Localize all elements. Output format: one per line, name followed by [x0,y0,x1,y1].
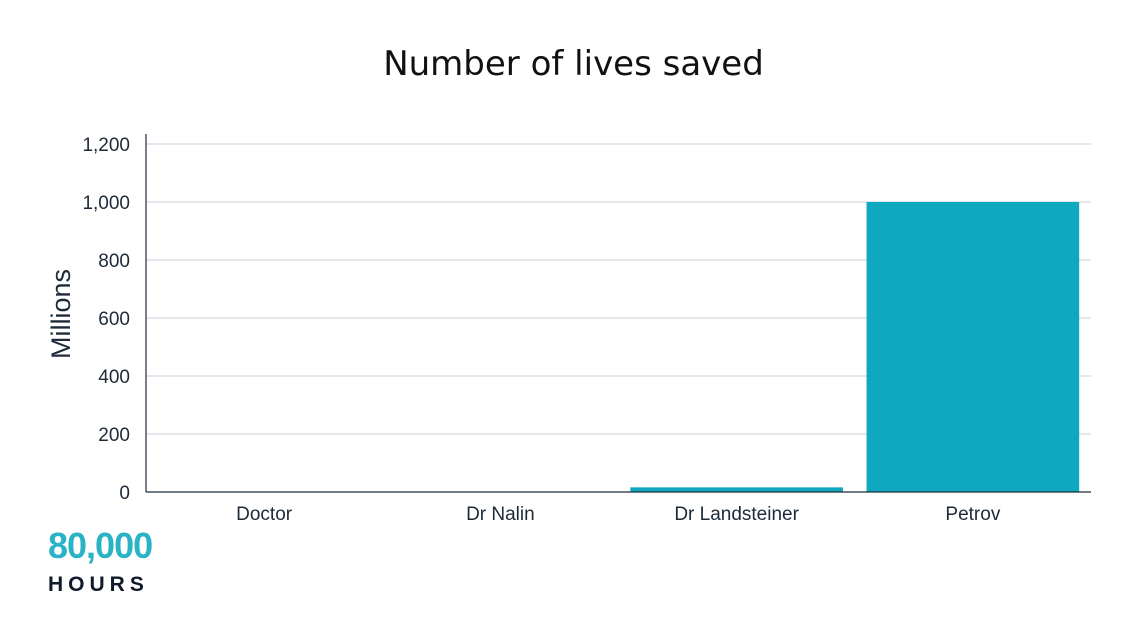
x-tick-label: Dr Landsteiner [674,504,799,525]
chart-title: Number of lives saved [383,44,764,84]
x-tick-label: Dr Nalin [466,504,535,525]
logo-number: 80,000 [48,525,153,566]
y-tick-label: 200 [98,425,130,446]
axes [145,134,1091,493]
y-tick-label: 1,200 [82,135,130,156]
x-tick-label: Doctor [236,504,293,525]
labels: 0 200 400 600 800 1,000 1,200 Doctor Dr Nalin Dr … [46,135,1001,525]
y-tick-label: 400 [98,367,130,388]
bar-dr-landsteiner [630,487,843,492]
y-tick-label: 800 [98,251,130,272]
x-tick-label: Petrov [945,504,1000,525]
bars [157,202,1080,492]
y-tick-label: 0 [119,483,130,504]
brand-logo: 80,000 HOURS [48,525,153,598]
logo-word: HOURS [48,573,149,596]
gridlines [146,143,1091,435]
bar-petrov [866,202,1080,492]
y-tick-label: 600 [98,309,130,330]
y-tick-label: 1,000 [82,193,130,214]
y-axis-label: Millions [46,269,76,359]
